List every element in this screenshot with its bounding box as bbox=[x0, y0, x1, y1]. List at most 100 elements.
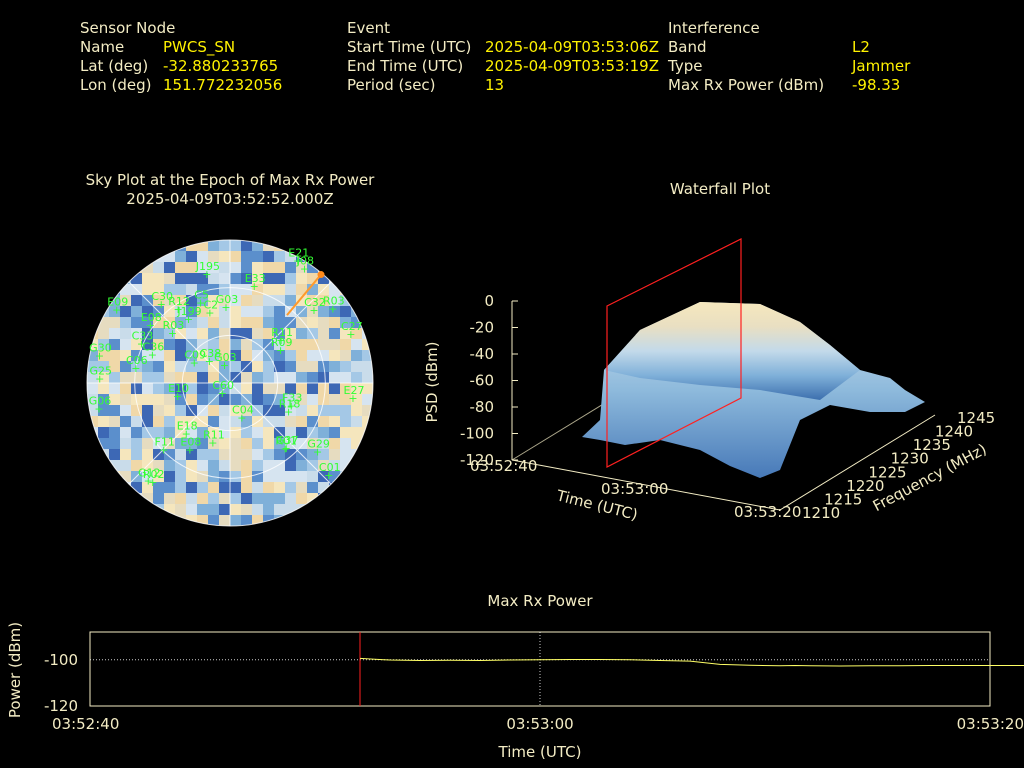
satellite-label: R12 bbox=[168, 295, 190, 308]
skyplot-heat-cell bbox=[131, 405, 143, 417]
skyplot-heat-cell bbox=[175, 416, 187, 428]
waterfall-title: Waterfall Plot bbox=[669, 180, 771, 198]
skyplot-heat-cell bbox=[329, 438, 341, 450]
maxrx-x-tick-label: 03:53:00 bbox=[506, 715, 573, 733]
satellite-marker: +F11 bbox=[155, 435, 175, 456]
satellite-plus: + bbox=[221, 301, 230, 314]
skyplot-heat-cell bbox=[98, 350, 110, 362]
skyplot-heat-cell bbox=[120, 317, 132, 329]
satellite-marker: +G29 bbox=[307, 437, 330, 458]
skyplot-heat-cell bbox=[285, 350, 297, 362]
skyplot-heat-cell bbox=[307, 361, 319, 373]
satellite-plus: + bbox=[185, 444, 194, 457]
skyplot-heat-cell bbox=[230, 317, 242, 329]
skyplot-heat-cell bbox=[252, 361, 264, 373]
skyplot-heat-cell bbox=[208, 372, 220, 384]
skyplot-heat-cell bbox=[274, 372, 286, 384]
sensor-lat-value: -32.880233765 bbox=[163, 57, 279, 75]
interference-type-value: Jammer bbox=[852, 57, 911, 75]
skyplot-heat-cell bbox=[307, 449, 319, 461]
satellite-marker: +C04 bbox=[232, 404, 254, 425]
skyplot-heat-cell bbox=[131, 339, 143, 351]
skyplot-heat-cell bbox=[120, 339, 132, 351]
waterfall-x-tick-label: 03:53:20 bbox=[734, 503, 801, 521]
skyplot-heat-cell bbox=[318, 317, 330, 329]
skyplot-heat-cell bbox=[175, 493, 187, 505]
satellite-marker: +R11 bbox=[203, 429, 225, 450]
skyplot-heat-cell bbox=[285, 361, 297, 373]
skyplot-heat-cell bbox=[296, 328, 308, 340]
skyplot-heat-cell bbox=[109, 295, 121, 307]
skyplot-heat-cell bbox=[98, 427, 110, 439]
skyplot-heat-cell bbox=[153, 273, 165, 285]
skyplot-heat-cell bbox=[197, 251, 209, 263]
skyplot-heat-cell bbox=[296, 339, 308, 351]
skyplot-heat-cell bbox=[296, 460, 308, 472]
skyplot-heat-cell bbox=[307, 284, 319, 296]
skyplot-heat-cell bbox=[142, 493, 154, 505]
skyplot-heat-cell bbox=[120, 438, 132, 450]
skyplot-heat-cell bbox=[296, 405, 308, 417]
skyplot-heat-cell bbox=[263, 383, 275, 395]
skyplot-heat-cell bbox=[208, 493, 220, 505]
skyplot-heat-cell bbox=[329, 328, 341, 340]
satellite-marker: +C09 bbox=[184, 348, 206, 369]
satellite-marker: +E18 bbox=[177, 419, 198, 440]
skyplot-heat-cell bbox=[109, 405, 121, 417]
satellite-label: E08 bbox=[180, 436, 201, 449]
skyplot-heat-cell bbox=[351, 394, 363, 406]
sensor-lat-label: Lat (deg) bbox=[80, 57, 149, 75]
skyplot-heat-cell bbox=[296, 361, 308, 373]
skyplot-heat-cell bbox=[109, 394, 121, 406]
skyplot-heat-cell bbox=[120, 471, 132, 483]
skyplot-heat-cell bbox=[252, 328, 264, 340]
skyplot-heat-cell bbox=[274, 361, 286, 373]
satellite-marker: +G03 bbox=[216, 293, 239, 314]
skyplot-heat-cell bbox=[153, 460, 165, 472]
skyplot-heat-cell bbox=[285, 416, 297, 428]
skyplot-heat-cell bbox=[87, 405, 99, 417]
satellite-label: R11 bbox=[271, 326, 293, 339]
skyplot-heat-cell bbox=[241, 416, 253, 428]
skyplot-heat-cell bbox=[109, 460, 121, 472]
waterfall-y-tick-label: 1245 bbox=[957, 409, 995, 427]
satellite-marker: +C2 bbox=[204, 299, 219, 320]
skyplot-heat-cell bbox=[252, 262, 264, 274]
satellite-marker: +R03 bbox=[323, 294, 345, 315]
skyplot-heat-cell bbox=[296, 383, 308, 395]
skyplot-heat-cell bbox=[307, 394, 319, 406]
waterfall-labels: 0 -20 -40 -60 -80 -100 -120 PSD (dBm) 03:52:40 03… bbox=[423, 292, 995, 524]
skyplot-heat-cell bbox=[153, 372, 165, 384]
skyplot-heat-cell bbox=[230, 273, 242, 285]
skyplot-heat-cell bbox=[296, 284, 308, 296]
skyplot-heat-cell bbox=[142, 306, 154, 318]
waterfall-x-tick-label: 03:53:00 bbox=[601, 480, 668, 498]
satellite-plus: + bbox=[250, 280, 259, 293]
skyplot-heat-cell bbox=[219, 427, 231, 439]
skyplot-heat-cell bbox=[208, 262, 220, 274]
skyplot-heat-cell bbox=[285, 339, 297, 351]
skyplot-heat-cell bbox=[197, 471, 209, 483]
satellite-plus: + bbox=[293, 255, 302, 268]
satellite-marker: +C5 bbox=[194, 288, 209, 309]
skyplot-heat-cell bbox=[252, 372, 264, 384]
skyplot-heat-cell bbox=[120, 284, 132, 296]
skyplot-heat-cell bbox=[263, 471, 275, 483]
skyplot-heat-cell bbox=[197, 240, 209, 252]
skyplot-heat-cell bbox=[307, 328, 319, 340]
skyplot-heat-cell bbox=[318, 405, 330, 417]
skyplot-heat-cell bbox=[109, 449, 121, 461]
skyplot-heat-cell bbox=[153, 361, 165, 373]
skyplot-heat-cell bbox=[263, 438, 275, 450]
skyplot-heat-cell bbox=[186, 284, 198, 296]
skyplot-heat-cell bbox=[142, 262, 154, 274]
skyplot-heat-cell bbox=[362, 361, 373, 373]
satellite-plus: + bbox=[218, 387, 227, 400]
skyplot-heat-cell bbox=[230, 427, 242, 439]
skyplot-heat-cell bbox=[131, 460, 143, 472]
skyplot-heat-cell bbox=[175, 449, 187, 461]
skyplot-heat-cell bbox=[186, 328, 198, 340]
skyplot-heat-cell bbox=[219, 449, 231, 461]
skyplot-heat-cell bbox=[175, 438, 187, 450]
satellite-marker: +R18 bbox=[279, 398, 301, 419]
